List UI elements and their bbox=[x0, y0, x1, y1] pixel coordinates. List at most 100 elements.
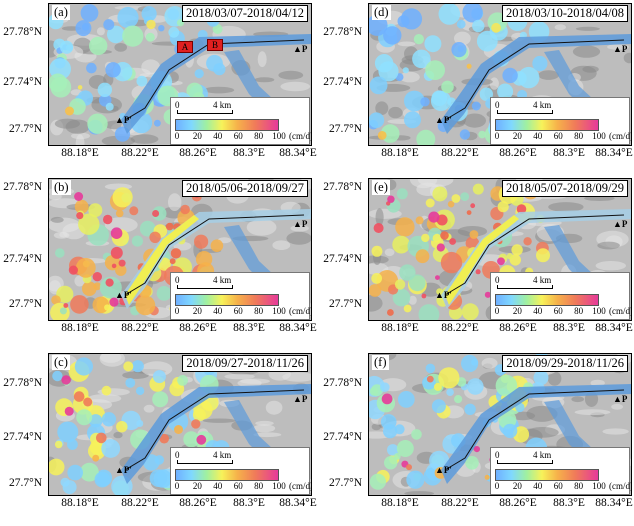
velocity-patch bbox=[432, 186, 448, 202]
profile-line bbox=[444, 39, 625, 121]
velocity-patch bbox=[425, 363, 436, 374]
panel-label: (f) bbox=[372, 355, 389, 370]
x-tick-label: 88.34°E bbox=[279, 147, 317, 159]
velocity-patch bbox=[495, 374, 518, 397]
high-velocity-patch bbox=[63, 303, 69, 308]
y-tick-label: 27.78°N bbox=[3, 26, 42, 38]
high-velocity-patch bbox=[475, 269, 481, 275]
high-velocity-patch bbox=[169, 258, 176, 265]
colorbar-tick: 40 bbox=[213, 131, 223, 141]
panel-label: (b) bbox=[52, 180, 71, 195]
glacier-tongue bbox=[121, 209, 311, 309]
date-range-label: 2018/03/07-2018/04/12 bbox=[181, 5, 308, 22]
velocity-patch bbox=[404, 90, 425, 112]
high-velocity-patch bbox=[373, 223, 384, 233]
colorbar-tick: 0 bbox=[174, 306, 180, 316]
colorbar-tick: 0 bbox=[494, 306, 500, 316]
legend: 0 4 km 0 20 40 60 80 100 (cm/d) bbox=[170, 272, 311, 320]
velocity-patch bbox=[57, 421, 79, 443]
velocity-patch bbox=[88, 442, 106, 460]
terrain-shade bbox=[202, 418, 237, 423]
scale-bar: 0 4 km bbox=[175, 450, 235, 464]
terrain-shade bbox=[257, 51, 267, 68]
x-tick-label: 88.3°E bbox=[233, 147, 265, 159]
velocity-patch bbox=[49, 458, 65, 476]
velocity-patch bbox=[152, 206, 167, 221]
colorbar-tick: 20 bbox=[512, 481, 522, 491]
high-velocity-patch bbox=[497, 257, 505, 266]
velocity-patch bbox=[397, 15, 410, 28]
colorbar-tick: 20 bbox=[192, 481, 202, 491]
terrain-shade bbox=[114, 43, 127, 52]
velocity-patch bbox=[425, 60, 445, 80]
scale-bar: 0 4 km bbox=[175, 100, 235, 114]
panel-a: (a) 2018/03/07-2018/04/12 ▲P ▲P' A B 0 4 km 0 20 4… bbox=[48, 3, 312, 146]
velocity-patch bbox=[396, 188, 408, 200]
velocity-patch bbox=[59, 307, 67, 315]
x-tick-label: 88.22°E bbox=[121, 322, 159, 334]
point-p-label: ▲P bbox=[293, 394, 308, 404]
velocity-patch bbox=[408, 274, 426, 292]
high-velocity-patch bbox=[92, 454, 100, 462]
scale-bar-line bbox=[497, 285, 553, 289]
high-velocity-patch bbox=[96, 432, 107, 444]
colorbar-unit: (cm/d) bbox=[289, 131, 312, 141]
velocity-patch bbox=[411, 429, 422, 440]
terrain-shade bbox=[290, 225, 309, 232]
velocity-patch bbox=[369, 112, 385, 128]
terrain-shade bbox=[253, 432, 282, 438]
x-tick-label: 88.22°E bbox=[121, 497, 159, 509]
terrain-shade bbox=[572, 45, 601, 58]
high-velocity-patch bbox=[76, 212, 84, 220]
velocity-patch bbox=[97, 82, 112, 98]
terrain-shade bbox=[100, 354, 122, 363]
x-tick-label: 88.3°E bbox=[233, 322, 265, 334]
scale-bar-line bbox=[497, 110, 553, 114]
velocity-patch bbox=[404, 111, 421, 129]
point-p-prime-label: ▲P' bbox=[115, 115, 132, 125]
colorbar-tick: 0 bbox=[494, 131, 500, 141]
colorbar-tick: 60 bbox=[553, 481, 563, 491]
high-velocity-patch bbox=[406, 464, 412, 471]
terrain-shade bbox=[384, 248, 395, 257]
y-tick-label: 27.7°N bbox=[328, 298, 362, 310]
velocity-patch bbox=[89, 414, 103, 428]
high-velocity-patch bbox=[103, 214, 113, 225]
profile-line bbox=[444, 214, 625, 296]
high-velocity-patch bbox=[146, 19, 156, 30]
marker-b: B bbox=[207, 39, 223, 51]
velocity-patch bbox=[476, 30, 498, 52]
velocity-patch bbox=[371, 273, 383, 284]
glacier-tongue bbox=[441, 209, 631, 309]
point-p-label: ▲P bbox=[613, 394, 628, 404]
velocity-patch bbox=[87, 113, 108, 134]
velocity-patch bbox=[396, 440, 414, 457]
velocity-patch bbox=[180, 204, 190, 215]
terrain-shade bbox=[75, 134, 85, 145]
scale-bar-line bbox=[177, 110, 233, 114]
colorbar-tick: 80 bbox=[254, 306, 264, 316]
velocity-patch bbox=[406, 470, 425, 489]
velocity-patch bbox=[129, 206, 139, 216]
high-velocity-patch bbox=[105, 278, 114, 287]
velocity-patch bbox=[145, 32, 155, 42]
velocity-patch bbox=[433, 382, 442, 391]
velocity-patch bbox=[101, 412, 117, 427]
terrain-shade bbox=[590, 379, 605, 387]
terrain-shade bbox=[582, 65, 599, 73]
high-velocity-patch bbox=[473, 446, 480, 453]
velocity-patch bbox=[149, 231, 161, 243]
high-velocity-patch bbox=[110, 246, 123, 259]
date-range-label: 2018/09/29-2018/11/26 bbox=[502, 355, 628, 372]
terrain-shade bbox=[404, 491, 435, 495]
velocity-patch bbox=[454, 395, 463, 404]
terrain-shade bbox=[65, 119, 90, 134]
velocity-patch bbox=[438, 367, 460, 389]
scale-start: 0 bbox=[175, 450, 180, 460]
profile-line bbox=[444, 389, 625, 471]
terrain-shade bbox=[278, 70, 304, 80]
velocity-patch bbox=[478, 130, 486, 139]
high-velocity-patch bbox=[118, 259, 126, 267]
terrain-shade bbox=[50, 216, 64, 223]
velocity-patch bbox=[369, 76, 388, 95]
